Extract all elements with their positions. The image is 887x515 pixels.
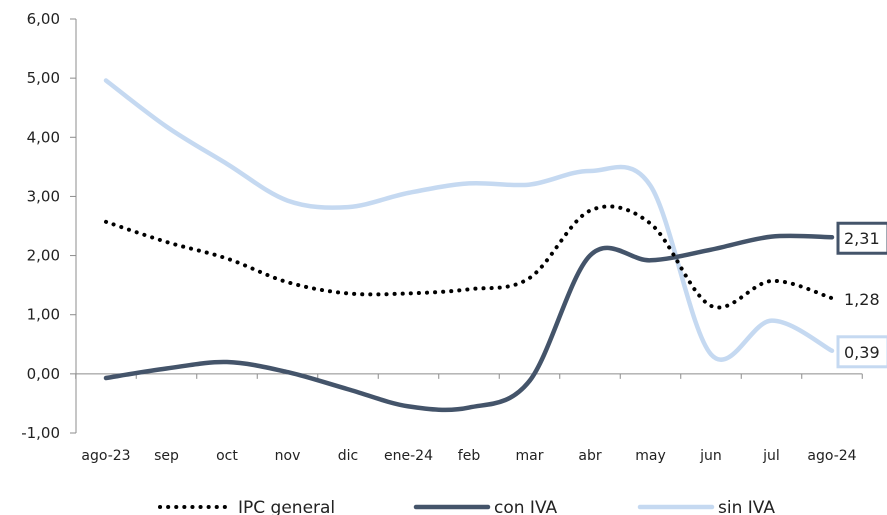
series-line-con-iva [103, 233, 835, 413]
end-labels: 2,31 1,28 0,39 [836, 221, 887, 369]
legend-item-ipc-general: IPC general [158, 498, 335, 515]
x-tick-label-may: may [635, 448, 666, 464]
x-tick-label-abr: abr [578, 448, 601, 464]
end-label-text: 1,28 [844, 290, 880, 309]
x-tick-label-nov: nov [275, 448, 301, 464]
y-tick-label: 3,00 [27, 187, 60, 205]
y-axis: -1,00 0,00 1,00 2,00 3,00 4,00 5,00 6,00 [21, 10, 77, 442]
end-label-con-iva: 2,31 [836, 221, 887, 255]
y-tick-label: 5,00 [27, 69, 60, 87]
x-tick-label-ene-24: ene-24 [384, 448, 433, 464]
legend-label: con IVA [494, 498, 557, 515]
x-tick-label-feb: feb [458, 448, 481, 464]
y-tick-label: 6,00 [27, 10, 60, 28]
y-tick-label: 0,00 [27, 365, 60, 383]
end-label-sin-iva: 0,39 [836, 335, 887, 369]
legend-item-sin-iva: sin IVA [637, 498, 775, 515]
legend-label: IPC general [238, 498, 335, 515]
y-tick-label: 2,00 [27, 247, 60, 265]
y-tick-label: 1,00 [27, 306, 60, 324]
series-line-ipc-general [104, 204, 834, 310]
x-tick-label-oct: oct [216, 448, 238, 464]
x-tick-label-sep: sep [154, 448, 179, 464]
x-axis: ago-23 sep oct nov dic ene-24 feb mar abr may jun j… [75, 373, 863, 464]
x-tick-label-jul: jul [762, 448, 780, 464]
y-tick-label: 4,00 [27, 128, 60, 146]
x-tick-label-ago-23: ago-23 [81, 448, 130, 464]
legend-item-con-iva: con IVA [413, 498, 557, 515]
legend-label: sin IVA [718, 498, 775, 515]
end-label-ipc-general: 1,28 [844, 290, 880, 309]
series-layer [103, 78, 835, 413]
series-line-sin-iva [103, 78, 835, 362]
x-tick-label-ago-24: ago-24 [807, 448, 856, 464]
y-tick-label: -1,00 [21, 424, 60, 442]
end-label-box [836, 335, 887, 369]
end-label-box [836, 221, 887, 255]
x-tick-label-mar: mar [516, 448, 544, 464]
end-label-text: 2,31 [844, 229, 880, 248]
end-label-text: 0,39 [844, 343, 880, 362]
x-tick-label-dic: dic [338, 448, 358, 464]
x-tick-label-jun: jun [699, 448, 722, 464]
legend: IPC general con IVA sin IVA [158, 498, 775, 515]
